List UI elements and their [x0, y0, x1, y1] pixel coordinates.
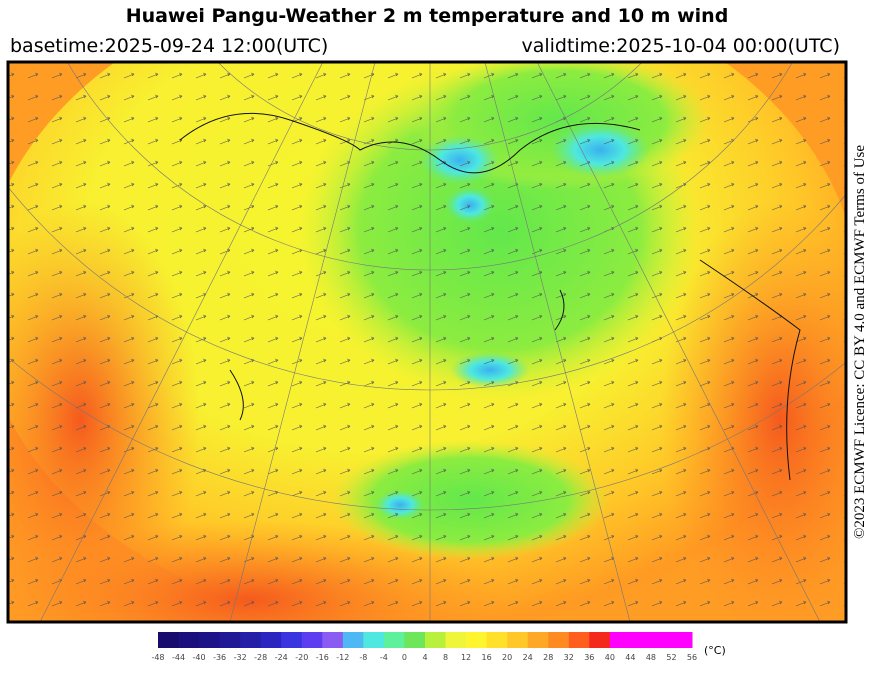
- colorbar-tick-label: -16: [316, 653, 329, 662]
- colorbar-segment: [281, 632, 303, 648]
- colorbar-segment: [425, 632, 447, 648]
- colorbar-segment: [568, 632, 590, 648]
- colorbar-unit: (°C): [704, 644, 726, 657]
- colorbar-tick-label: 56: [687, 653, 697, 662]
- colorbar-segment: [609, 632, 631, 648]
- colorbar-segment: [322, 632, 344, 648]
- colorbar-tick-label: -24: [275, 653, 288, 662]
- colorbar-tick-label: 36: [584, 653, 594, 662]
- colorbar-tick-label: 32: [564, 653, 574, 662]
- licence: ©2023 ECMWF Licence: CC BY 4.0 and ECMWF…: [852, 145, 868, 539]
- colorbar-tick-label: 20: [502, 653, 512, 662]
- colorbar-segment: [240, 632, 262, 648]
- colorbar: -48 -44 -40 -36 -32 -28 -24 -20 -16 -12 -8 -4 0 4 8 12 1…: [151, 632, 697, 662]
- colorbar-segment: [486, 632, 508, 648]
- colorbar-tick-label: 24: [523, 653, 533, 662]
- colorbar-segment: [219, 632, 241, 648]
- colorbar-tick-label: 28: [543, 653, 553, 662]
- colorbar-tick-label: -40: [193, 653, 206, 662]
- colorbar-tick-label: -32: [234, 653, 247, 662]
- colorbar-tick-label: -8: [359, 653, 367, 662]
- colorbar-tick-label: -36: [213, 653, 226, 662]
- colorbar-tick-label: -12: [336, 653, 349, 662]
- colorbar-segment: [404, 632, 426, 648]
- colorbar-segment: [445, 632, 467, 648]
- colorbar-segment: [589, 632, 611, 648]
- colorbar-tick-label: 52: [666, 653, 676, 662]
- validtime: validtime:2025-10-04 00:00(UTC): [521, 35, 840, 57]
- colorbar-tick-label: 48: [646, 653, 656, 662]
- basetime: basetime:2025-09-24 12:00(UTC): [10, 35, 328, 57]
- colorbar-segment: [199, 632, 221, 648]
- colorbar-tick-label: 16: [482, 653, 492, 662]
- colorbar-segment: [383, 632, 405, 648]
- colorbar-tick-label: 8: [443, 653, 448, 662]
- colorbar-segment: [630, 632, 652, 648]
- colorbar-segment: [342, 632, 364, 648]
- colorbar-tick-label: 44: [625, 653, 635, 662]
- colorbar-segment: [466, 632, 488, 648]
- colorbar-tick-label: -28: [254, 653, 267, 662]
- colorbar-tick-label: -4: [380, 653, 388, 662]
- colorbar-tick-label: 40: [605, 653, 615, 662]
- colorbar-segment: [301, 632, 323, 648]
- colorbar-segment: [178, 632, 200, 648]
- colorbar-segment: [527, 632, 549, 648]
- colorbar-tick-label: 0: [402, 653, 407, 662]
- colorbar-segment: [158, 632, 180, 648]
- colorbar-segment: [260, 632, 282, 648]
- map-frame: [6, 60, 848, 624]
- colorbar-segment: [671, 632, 693, 648]
- colorbar-segment: [363, 632, 385, 648]
- colorbar-tick-label: 4: [422, 653, 427, 662]
- colorbar-tick-label: 12: [461, 653, 471, 662]
- colorbar-tick-label: -44: [172, 653, 185, 662]
- colorbar-tick-label: -20: [295, 653, 308, 662]
- title: Huawei Pangu-Weather 2 m temperature and…: [126, 5, 729, 27]
- colorbar-segment: [507, 632, 529, 648]
- colorbar-segment: [650, 632, 672, 648]
- colorbar-segment: [548, 632, 570, 648]
- colorbar-tick-label: -48: [151, 653, 164, 662]
